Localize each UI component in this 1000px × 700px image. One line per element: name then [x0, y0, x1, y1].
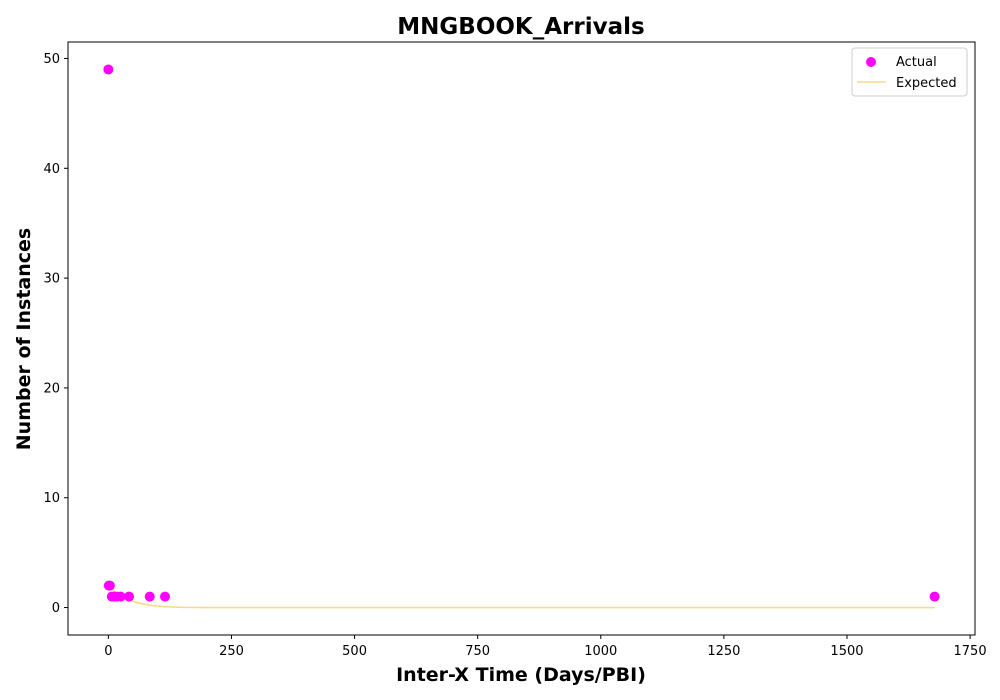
- x-tick-label: 0: [104, 644, 112, 659]
- legend: Actual Expected: [851, 47, 968, 97]
- actual-points: [103, 64, 940, 602]
- actual-point: [929, 591, 940, 602]
- actual-point: [124, 591, 135, 602]
- y-axis-ticks: 0 10 20 30 40 50: [43, 52, 68, 616]
- actual-point: [104, 580, 115, 591]
- x-tick-label: 750: [465, 644, 490, 659]
- x-axis-label: Inter-X Time (Days/PBI): [396, 664, 646, 686]
- x-tick-label: 1250: [707, 644, 740, 659]
- legend-expected-label: Expected: [896, 76, 957, 91]
- y-tick-label: 40: [43, 162, 60, 177]
- plot-area: [67, 41, 976, 636]
- y-tick-label: 30: [43, 272, 60, 287]
- x-tick-label: 1500: [830, 644, 863, 659]
- legend-actual-marker: [866, 57, 876, 67]
- legend-actual-label: Actual: [896, 55, 937, 70]
- actual-point: [103, 64, 114, 75]
- y-tick-label: 20: [43, 381, 60, 396]
- x-axis-ticks: 0 250 500 750 1000 1250 1500 1750: [104, 635, 987, 659]
- actual-point: [115, 591, 126, 602]
- x-tick-label: 250: [219, 644, 244, 659]
- x-tick-label: 1000: [584, 644, 617, 659]
- x-tick-label: 500: [342, 644, 367, 659]
- actual-point: [144, 591, 155, 602]
- x-tick-label: 1750: [954, 644, 987, 659]
- y-axis-label: Number of Instances: [13, 228, 35, 450]
- actual-point: [160, 591, 171, 602]
- chart-title: MNGBOOK_Arrivals: [397, 14, 644, 40]
- y-tick-label: 10: [43, 491, 60, 506]
- y-tick-label: 50: [43, 52, 60, 67]
- legend-box: [851, 47, 968, 97]
- y-tick-label: 0: [52, 601, 60, 616]
